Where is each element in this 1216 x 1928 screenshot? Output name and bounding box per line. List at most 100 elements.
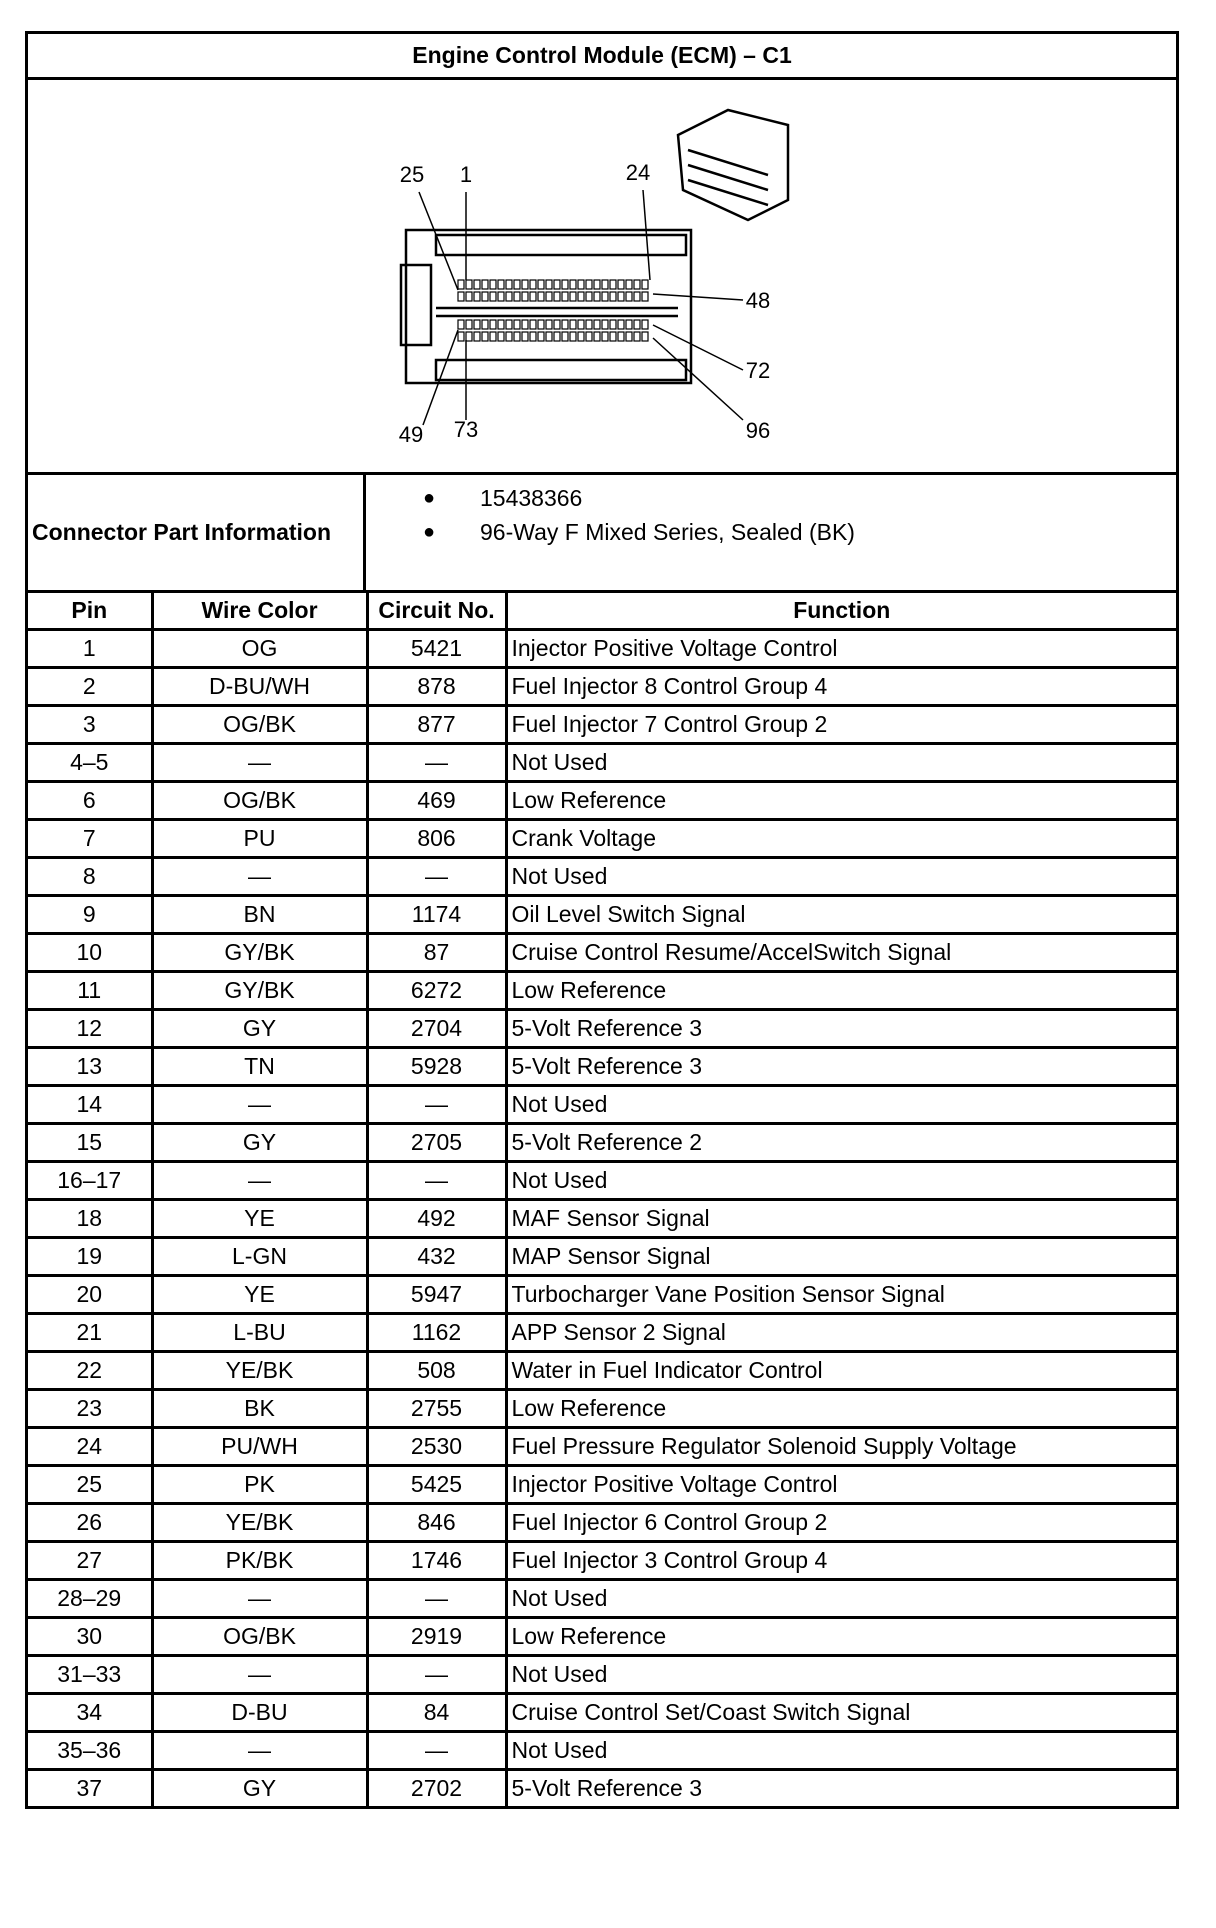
pin-cavity bbox=[497, 279, 505, 290]
circuit-cell: 6272 bbox=[365, 970, 508, 1011]
table-row: 3 OG/BK 877 Fuel Injector 7 Control Group 2 bbox=[28, 704, 1176, 745]
bullet-icon: ● bbox=[422, 486, 436, 509]
table-row: 23 BK 2755 Low Reference bbox=[28, 1388, 1176, 1429]
pin-cavity bbox=[465, 279, 473, 290]
pin-cavity bbox=[497, 291, 505, 302]
function-cell: Injector Positive Voltage Control bbox=[504, 628, 1176, 669]
pin-cell: 26 bbox=[28, 1502, 154, 1543]
pin-cell: 22 bbox=[28, 1350, 154, 1391]
circuit-cell: 878 bbox=[365, 666, 508, 707]
table-row: 28–29— — Not Used bbox=[28, 1578, 1176, 1619]
pin-cavity bbox=[625, 331, 633, 342]
pin-cavity bbox=[569, 279, 577, 290]
function-cell: MAF Sensor Signal bbox=[504, 1198, 1176, 1239]
table-header-row: Pin Wire Color Circuit No. Function bbox=[28, 593, 1176, 631]
pin-cavity bbox=[609, 319, 617, 330]
pin-cavity bbox=[481, 279, 489, 290]
pin-cavity bbox=[585, 319, 593, 330]
pin-cavity bbox=[521, 291, 529, 302]
header-wire-color: Wire Color bbox=[150, 593, 369, 631]
pin-cavity bbox=[601, 331, 609, 342]
pin-cavity bbox=[497, 319, 505, 330]
circuit-cell: 2919 bbox=[365, 1616, 508, 1657]
wire-color-cell: BK bbox=[150, 1388, 369, 1429]
pin-cavity bbox=[569, 291, 577, 302]
pin-cell: 3 bbox=[28, 704, 154, 745]
circuit-cell: 84 bbox=[365, 1692, 508, 1733]
function-cell: 5-Volt Reference 3 bbox=[504, 1768, 1176, 1806]
pin-cavity bbox=[569, 331, 577, 342]
function-cell: Low Reference bbox=[504, 780, 1176, 821]
function-cell: Cruise Control Set/Coast Switch Signal bbox=[504, 1692, 1176, 1733]
table-row: 8— — Not Used bbox=[28, 856, 1176, 897]
pin-cavity bbox=[641, 279, 649, 290]
pin-cell: 9 bbox=[28, 894, 154, 935]
pin-cavity bbox=[617, 291, 625, 302]
table-row: 15 GY 2705 5-Volt Reference 2 bbox=[28, 1122, 1176, 1163]
function-cell: 5-Volt Reference 3 bbox=[504, 1046, 1176, 1087]
function-cell: Not Used bbox=[504, 1578, 1176, 1619]
pin-cell: 21 bbox=[28, 1312, 154, 1353]
pin-cell: 20 bbox=[28, 1274, 154, 1315]
pin-cell: 35–36 bbox=[28, 1730, 154, 1771]
pin-cell: 6 bbox=[28, 780, 154, 821]
table-row: 26 YE/BK 846 Fuel Injector 6 Control Group … bbox=[28, 1502, 1176, 1543]
function-cell: 5-Volt Reference 2 bbox=[504, 1122, 1176, 1163]
pin-cavity bbox=[457, 319, 465, 330]
pin-cell: 13 bbox=[28, 1046, 154, 1087]
pin-cavity bbox=[561, 331, 569, 342]
header-pin: Pin bbox=[28, 593, 154, 631]
pin-cell: 10 bbox=[28, 932, 154, 973]
pin-cell: 12 bbox=[28, 1008, 154, 1049]
circuit-cell: 1162 bbox=[365, 1312, 508, 1353]
pin-label-49: 49 bbox=[399, 422, 423, 447]
circuit-cell: — bbox=[365, 1730, 508, 1771]
pin-cavity bbox=[585, 291, 593, 302]
pin-cavity bbox=[561, 319, 569, 330]
circuit-cell: 5421 bbox=[365, 628, 508, 669]
pin-cavity bbox=[577, 279, 585, 290]
circuit-cell: 806 bbox=[365, 818, 508, 859]
circuit-cell: 2704 bbox=[365, 1008, 508, 1049]
function-cell: Low Reference bbox=[504, 1388, 1176, 1429]
pin-cavity bbox=[537, 319, 545, 330]
pin-cavity bbox=[537, 331, 545, 342]
wire-color-cell: PK/BK bbox=[150, 1540, 369, 1581]
circuit-cell: 432 bbox=[365, 1236, 508, 1277]
pin-cell: 11 bbox=[28, 970, 154, 1011]
wire-color-cell: — bbox=[150, 1730, 369, 1771]
pin-label-96: 96 bbox=[746, 418, 770, 443]
pin-cavity bbox=[553, 331, 561, 342]
table-row: 34 D-BU 84 Cruise Control Set/Coast Switch … bbox=[28, 1692, 1176, 1733]
table-row: 13 TN 5928 5-Volt Reference 3 bbox=[28, 1046, 1176, 1087]
pin-cavity bbox=[545, 279, 553, 290]
table-row: 35–36— — Not Used bbox=[28, 1730, 1176, 1771]
table-row: 27 PK/BK 1746 Fuel Injector 3 Control Group… bbox=[28, 1540, 1176, 1581]
pin-cavity bbox=[489, 331, 497, 342]
wire-color-cell: PU bbox=[150, 818, 369, 859]
circuit-cell: — bbox=[365, 1160, 508, 1201]
wire-color-cell: YE/BK bbox=[150, 1350, 369, 1391]
table-row: 6 OG/BK 469 Low Reference bbox=[28, 780, 1176, 821]
pin-cell: 19 bbox=[28, 1236, 154, 1277]
pin-cavity bbox=[585, 331, 593, 342]
wire-color-cell: L-GN bbox=[150, 1236, 369, 1277]
table-row: 31–33— — Not Used bbox=[28, 1654, 1176, 1695]
wire-color-cell: YE bbox=[150, 1198, 369, 1239]
pin-cell: 7 bbox=[28, 818, 154, 859]
function-cell: MAP Sensor Signal bbox=[504, 1236, 1176, 1277]
wire-color-cell: GY bbox=[150, 1122, 369, 1163]
wire-color-cell: OG/BK bbox=[150, 704, 369, 745]
wire-color-cell: GY bbox=[150, 1008, 369, 1049]
pin-cavity bbox=[617, 279, 625, 290]
bullet-icon: ● bbox=[422, 520, 436, 543]
pin-grid bbox=[457, 279, 649, 342]
pin-cell: 2 bbox=[28, 666, 154, 707]
pin-cavity bbox=[601, 291, 609, 302]
wire-color-cell: L-BU bbox=[150, 1312, 369, 1353]
function-cell: 5-Volt Reference 3 bbox=[504, 1008, 1176, 1049]
circuit-cell: 469 bbox=[365, 780, 508, 821]
pin-cavity bbox=[633, 319, 641, 330]
pin-cavity bbox=[609, 291, 617, 302]
circuit-cell: 5425 bbox=[365, 1464, 508, 1505]
